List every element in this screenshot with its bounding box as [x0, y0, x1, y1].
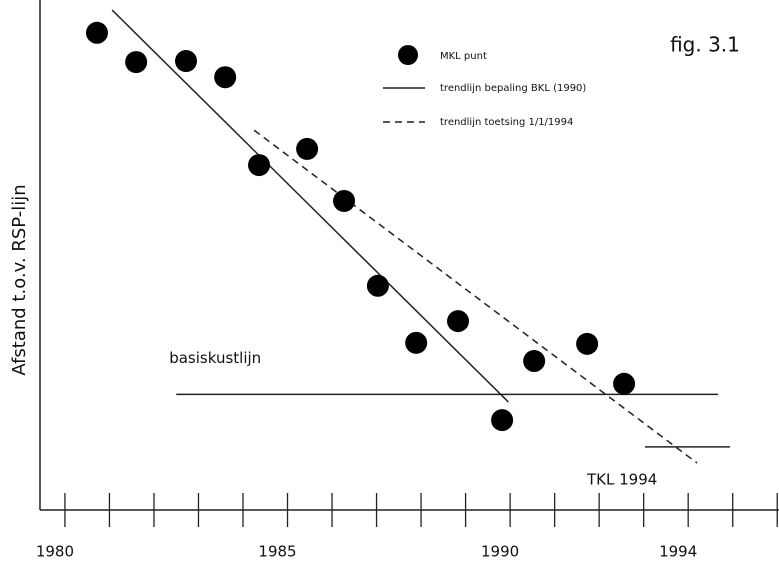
mkl-point: [613, 372, 636, 395]
x-tick-label: 1994: [659, 543, 697, 561]
mkl-point: [296, 137, 319, 160]
trendline: [111, 9, 509, 403]
mkl-point: [214, 66, 237, 89]
chart-title: fig. 3.1: [670, 33, 740, 57]
reference-label: basiskustlijn: [169, 349, 261, 367]
y-axis-label: Afstand t.o.v. RSP-lijn: [9, 184, 30, 375]
mkl-point: [125, 51, 148, 74]
mkl-point: [491, 409, 514, 432]
legend-label: MKL punt: [440, 51, 487, 62]
x-tick-label: 1985: [258, 543, 296, 561]
mkl-point: [523, 350, 546, 373]
mkl-point: [366, 274, 389, 297]
mkl-point: [248, 154, 271, 177]
legend-label: trendlijn toetsing 1/1/1994: [440, 117, 573, 128]
trendline: [253, 129, 698, 464]
mkl-point: [576, 332, 599, 355]
mkl-point: [447, 310, 470, 333]
legend-label: trendlijn bepaling BKL (1990): [440, 83, 586, 94]
x-tick-label: 1980: [36, 543, 74, 561]
legend-marker: [398, 45, 418, 65]
mkl-point: [85, 21, 108, 44]
reference-label: TKL 1994: [586, 470, 657, 488]
mkl-point: [405, 331, 428, 354]
mkl-point: [175, 50, 198, 73]
x-tick-label: 1990: [481, 543, 519, 561]
mkl-point: [333, 189, 356, 212]
